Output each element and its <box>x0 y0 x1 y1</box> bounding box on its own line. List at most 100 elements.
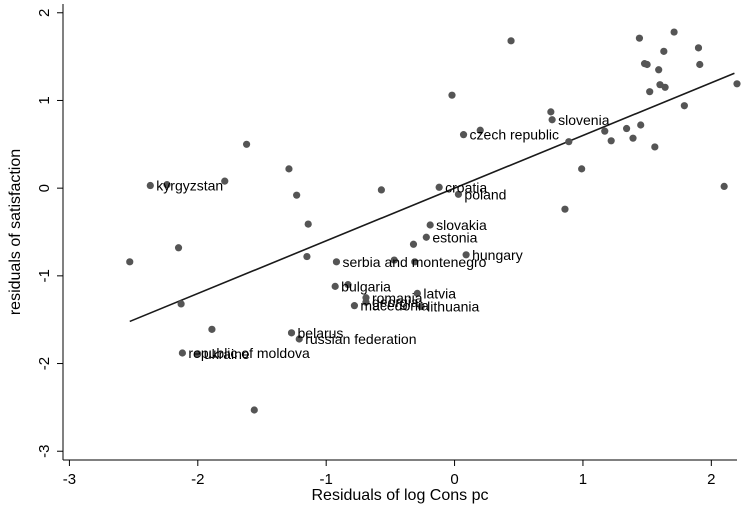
data-point <box>720 182 728 190</box>
data-point <box>629 134 637 142</box>
data-point <box>661 83 669 91</box>
data-point <box>607 137 615 145</box>
data-point-labeled <box>332 258 341 266</box>
x-tick-label: -1 <box>320 471 333 488</box>
point-label: serbia and montenegro <box>342 254 486 270</box>
point-label: republic of moldova <box>188 345 310 361</box>
y-tick-label: 0 <box>36 184 53 192</box>
data-point <box>174 244 183 252</box>
data-point <box>635 34 644 42</box>
y-tick-label: -3 <box>36 445 53 458</box>
data-point <box>285 165 293 173</box>
data-point <box>177 300 185 308</box>
point-label: estonia <box>432 229 477 245</box>
point-label: romania <box>372 290 423 306</box>
x-tick-label: 0 <box>450 471 458 488</box>
data-point <box>476 126 484 134</box>
data-point <box>126 258 134 266</box>
x-tick-label: -2 <box>191 471 204 488</box>
data-point-labeled <box>331 282 339 290</box>
point-label: kyrgyzstan <box>156 178 223 194</box>
data-point-labeled <box>350 302 359 310</box>
points-group <box>126 28 741 414</box>
y-tick-label: 1 <box>36 96 53 104</box>
data-point <box>561 205 569 213</box>
point-label: russian federation <box>305 331 416 347</box>
data-point <box>507 37 515 45</box>
data-point-labeled <box>459 131 468 139</box>
fit-line <box>129 72 735 323</box>
data-point <box>651 143 659 151</box>
data-point <box>733 80 741 88</box>
y-tick-label: 2 <box>36 9 53 17</box>
y-axis-title: residuals of satisfaction <box>7 149 24 315</box>
data-point <box>344 281 352 289</box>
data-point-labeled <box>548 116 556 124</box>
data-point <box>660 47 668 55</box>
data-point <box>208 325 216 333</box>
point-label: macedonia <box>360 298 429 314</box>
data-point-labeled <box>417 302 425 311</box>
data-point-labeled <box>146 181 154 190</box>
data-point <box>242 140 251 148</box>
point-label: poland <box>464 186 506 202</box>
data-point <box>680 102 688 110</box>
data-point <box>655 66 663 74</box>
data-point <box>293 191 301 199</box>
data-point-labeled <box>287 329 296 337</box>
point-label: czech republic <box>470 127 560 143</box>
data-point <box>646 88 654 96</box>
y-tick-label: -1 <box>36 269 53 282</box>
point-label: georgia <box>372 294 419 310</box>
x-axis-title: Residuals of log Cons pc <box>312 487 489 504</box>
data-point-labeled <box>422 233 430 241</box>
data-point-labeled <box>462 251 470 259</box>
data-point <box>547 108 555 116</box>
data-point-labeled <box>178 349 186 357</box>
data-point <box>694 44 703 52</box>
data-point-labeled <box>426 221 434 229</box>
data-point <box>163 181 171 189</box>
point-label: slovakia <box>436 217 487 233</box>
point-label: lithuania <box>427 299 479 315</box>
data-point <box>670 28 678 36</box>
x-tick-label: -3 <box>63 471 76 488</box>
data-point <box>303 252 311 261</box>
data-point <box>377 186 385 194</box>
data-point <box>304 220 312 228</box>
y-tick-label: -2 <box>36 357 53 370</box>
data-point-labeled <box>454 190 463 198</box>
point-label: hungary <box>472 247 523 263</box>
point-label: croatia <box>445 179 487 195</box>
data-point-labeled <box>362 298 370 306</box>
x-tick-label: 1 <box>579 471 587 488</box>
data-point <box>696 60 704 69</box>
data-point <box>221 177 229 185</box>
data-point <box>409 240 418 248</box>
data-point <box>637 121 645 129</box>
point-label: slovenia <box>558 112 610 128</box>
data-point <box>411 258 419 266</box>
point-label: belarus <box>298 325 344 341</box>
point-label: bulgaria <box>341 278 391 294</box>
data-point <box>250 406 258 414</box>
data-point <box>390 256 398 264</box>
data-point-labeled <box>435 183 443 191</box>
data-point <box>601 127 609 135</box>
data-point <box>565 138 573 146</box>
data-point <box>578 165 586 173</box>
data-point-labeled <box>413 289 421 297</box>
point-label: latvia <box>423 285 456 301</box>
axes-group: -3 -2 -1 0 1 2 -3 -2 -1 0 1 2 <box>36 4 737 488</box>
point-label: ukraine <box>204 346 250 362</box>
data-point <box>448 91 456 99</box>
data-point-labeled <box>194 350 202 358</box>
x-tick-label: 2 <box>707 471 715 488</box>
data-point <box>643 60 651 69</box>
fit-line-group <box>129 72 735 323</box>
data-point <box>622 124 631 133</box>
data-point-labeled <box>295 335 303 343</box>
